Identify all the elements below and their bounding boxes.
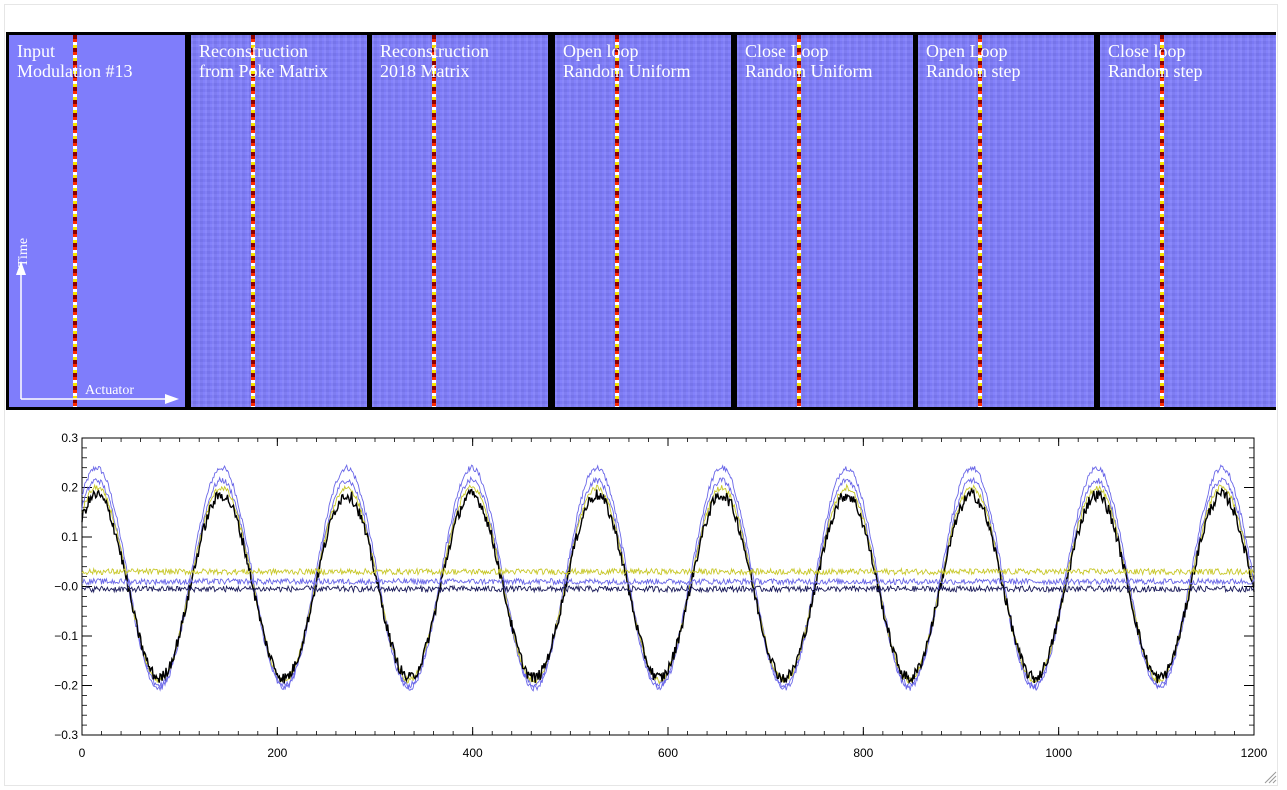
time-arrowhead-icon [16,261,26,275]
panel-title-line1: Reconstruction [199,41,308,61]
panel-7: Close loop Random step [1100,35,1276,407]
panel-title-line1: Close loop [1108,41,1186,61]
axis-arrows [16,261,179,404]
x-tick-label: 1000 [1045,746,1072,760]
panel-title-line1: Input [17,41,55,61]
panel-title-line2: Random step [926,61,1021,81]
actuator-axis-label: Actuator [85,383,134,398]
x-tick-label: 1200 [1241,746,1268,760]
panel-5: Close Loop Random Uniform [737,35,913,407]
panel-noise-texture [1100,35,1276,407]
actuator-stripe [1160,35,1164,407]
actuator-stripe [432,35,436,407]
y-tick-label: −0.3 [54,728,78,742]
panel-title: Reconstruction from Poke Matrix [199,41,328,81]
actuator-stripe [615,35,619,407]
panel-title: Reconstruction 2018 Matrix [380,41,489,81]
panel-title-line1: Reconstruction [380,41,489,61]
panel-noise-texture [191,35,367,407]
series-line-3 [81,483,1255,685]
series-line-4 [81,487,1255,685]
panel-title: Open Loop Random step [926,41,1021,81]
series-line-6 [81,576,1255,587]
panel-title-line1: Close Loop [745,41,829,61]
panel-title: Open loop Random Uniform [563,41,691,81]
panel-title: Close Loop Random Uniform [745,41,873,81]
x-tick-label: 200 [267,746,287,760]
panel-title-line2: Random Uniform [745,61,873,81]
panel-noise-texture [918,35,1094,407]
y-tick-label: −0.2 [54,679,78,693]
panel-title: Close loop Random step [1108,41,1203,81]
y-tick-label: −0.1 [54,629,78,643]
series-line-5 [81,566,1255,577]
panel-6: Open Loop Random step [918,35,1094,407]
actuator-arrowhead-icon [165,394,179,404]
actuator-stripe [251,35,255,407]
panel-title-line2: 2018 Matrix [380,61,470,81]
series-line-1 [81,464,1255,691]
actuator-stripe [73,35,77,407]
x-tick-label: 400 [463,746,483,760]
resize-grip-icon[interactable] [1263,770,1277,784]
panel-title: Input Modulation #13 [17,41,133,81]
y-tick-label: 0.2 [61,481,78,495]
panel-noise-texture [737,35,913,407]
modulation-panels: Input Modulation #13 Time Actuator Reconstru… [6,32,1276,410]
x-tick-label: 800 [853,746,873,760]
actuator-stripe [978,35,982,407]
panel-1: Input Modulation #13 Time Actuator [9,35,185,407]
x-tick-label: 600 [658,746,678,760]
panel-title-line1: Open loop [563,41,639,61]
x-tick-label: 0 [79,746,86,760]
y-tick-label: −0.0 [54,580,78,594]
y-tick-label: 0.1 [61,530,78,544]
panel-title-line2: Random step [1108,61,1203,81]
series-line-7 [81,584,1255,594]
panel-4: Open loop Random Uniform [555,35,731,407]
actuator-stripe [797,35,801,407]
panel-noise-texture [555,35,731,407]
panel-noise-texture [372,35,548,407]
panel-title-line1: Open Loop [926,41,1008,61]
panel-title-line2: from Poke Matrix [199,61,328,81]
panel-title-line2: Modulation #13 [17,61,133,81]
panel-2: Reconstruction from Poke Matrix [191,35,367,407]
y-tick-label: 0.3 [61,431,78,445]
panel-3: Reconstruction 2018 Matrix [372,35,548,407]
panel-title-line2: Random Uniform [563,61,691,81]
